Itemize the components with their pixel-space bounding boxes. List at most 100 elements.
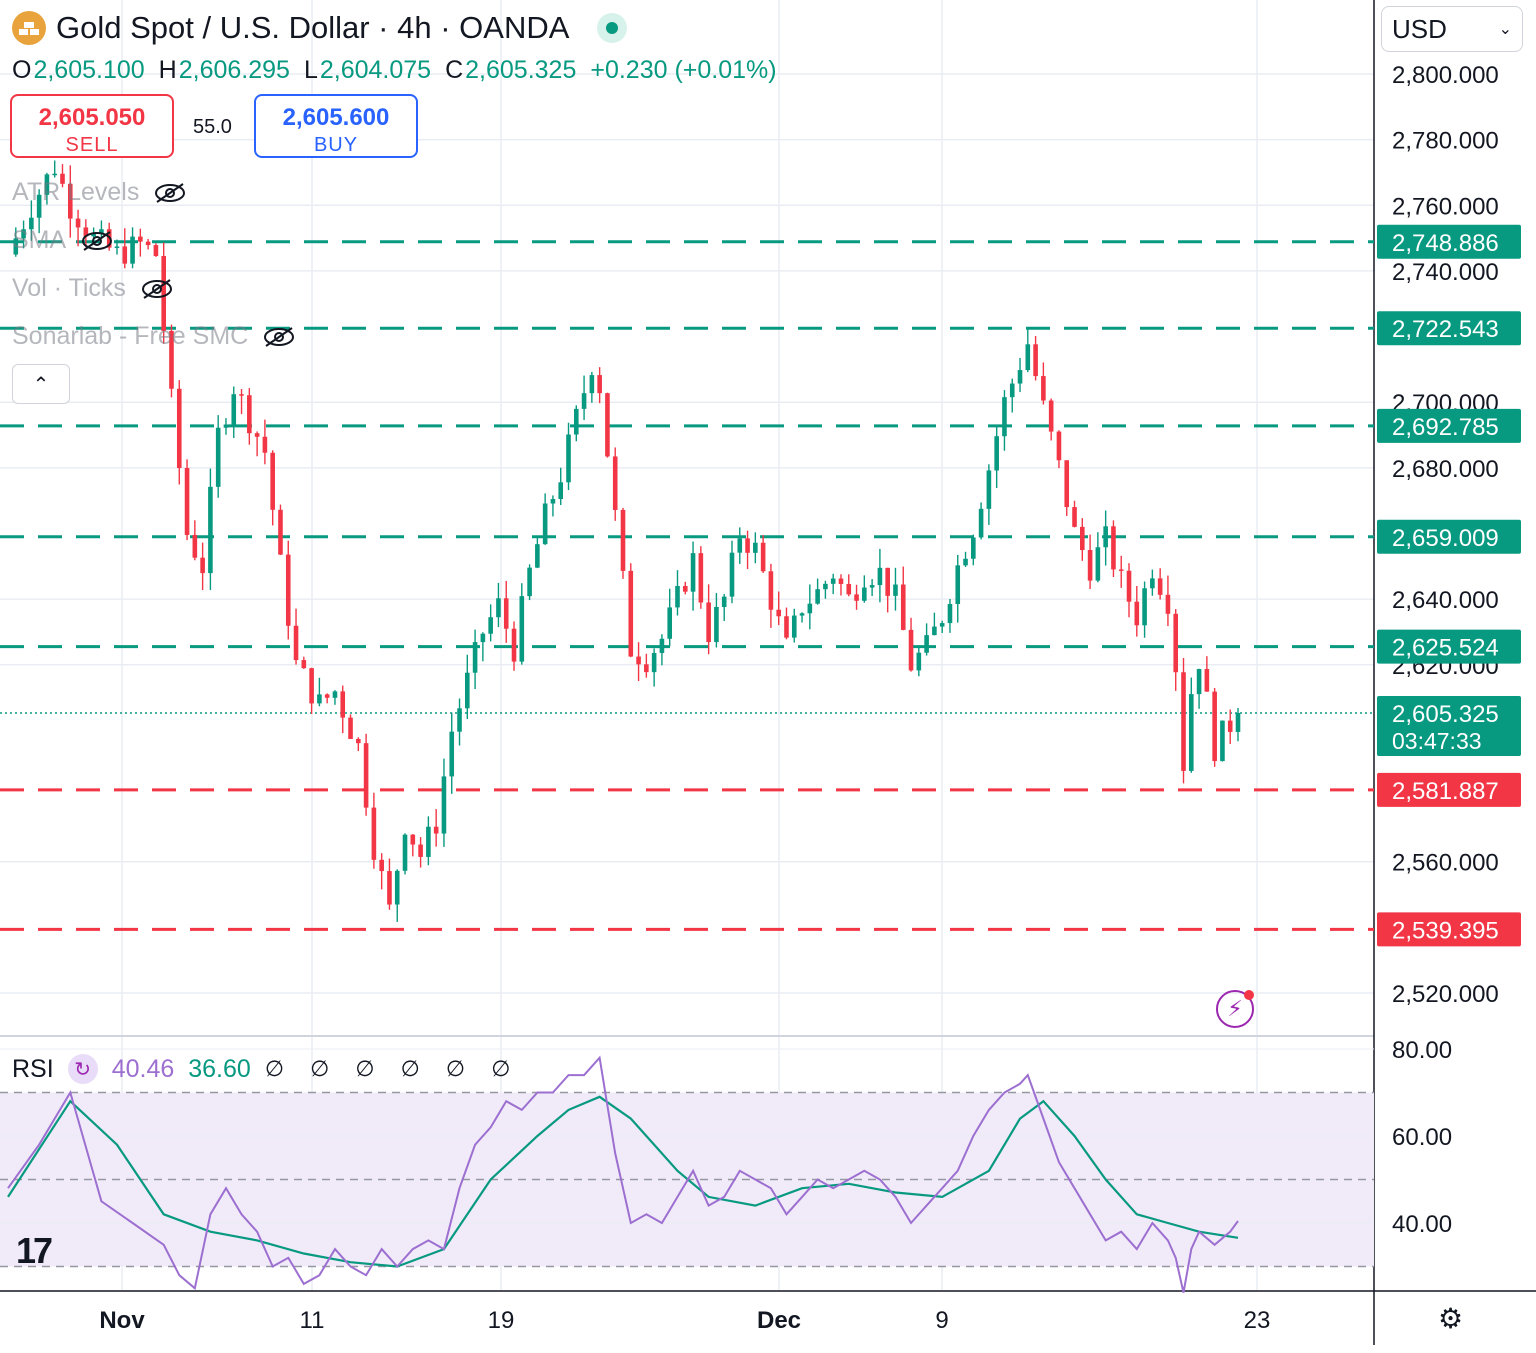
candle-body bbox=[1126, 570, 1132, 602]
candle-body bbox=[239, 394, 244, 396]
candle-body bbox=[356, 738, 361, 744]
bar-countdown-label: 03:47:33 bbox=[1392, 728, 1482, 754]
candle-body bbox=[130, 236, 135, 264]
spread-value: 55.0 bbox=[193, 116, 232, 138]
indicator-label: SMA bbox=[12, 226, 67, 254]
candle-body bbox=[262, 436, 268, 453]
candle-body bbox=[402, 834, 408, 871]
candle-body bbox=[1118, 569, 1124, 571]
tradingview-logo[interactable]: 17 bbox=[16, 1230, 53, 1271]
candle-body bbox=[503, 598, 509, 629]
candle-body bbox=[589, 375, 595, 394]
candle-body bbox=[457, 708, 462, 732]
candle-body bbox=[644, 664, 649, 673]
time-axis[interactable]: Nov 11 19 Dec 9 23 bbox=[99, 1307, 1270, 1334]
price-axis[interactable]: 2,800.0002,780.0002,760.0002,740.0002,70… bbox=[1375, 0, 1536, 1290]
candle-body bbox=[1056, 431, 1062, 461]
eye-off-icon[interactable] bbox=[140, 278, 174, 300]
candle-body bbox=[698, 553, 704, 603]
candle-body bbox=[581, 393, 587, 409]
rsi-legend[interactable]: RSI ↻ 40.46 36.60 ∅ ∅ ∅ ∅ ∅ ∅ bbox=[12, 1054, 520, 1084]
flash-icon[interactable]: ⚡ bbox=[1216, 990, 1254, 1028]
eye-off-icon[interactable] bbox=[262, 326, 296, 348]
candle-body bbox=[667, 607, 673, 639]
sell-label: SELL bbox=[65, 134, 119, 156]
ohlc-readout: O 2,605.100 H 2,606.295 L 2,604.075 C 2,605.… bbox=[12, 56, 791, 85]
candle-body bbox=[176, 388, 182, 468]
time-tick-label: 11 bbox=[300, 1307, 325, 1334]
candle-body bbox=[1033, 344, 1038, 377]
eye-off-icon[interactable] bbox=[153, 182, 187, 204]
candle-body bbox=[869, 585, 875, 588]
candle-body bbox=[138, 236, 143, 242]
price-tick-label: 2,560.000 bbox=[1392, 850, 1499, 877]
symbol-header[interactable]: Gold Spot / U.S. Dollar · 4h · OANDA bbox=[12, 10, 628, 46]
level-price-label: 2,692.785 bbox=[1392, 414, 1499, 441]
candle-body bbox=[612, 456, 618, 510]
rsi-ma-value: 36.60 bbox=[188, 1054, 251, 1083]
candle-body bbox=[675, 585, 680, 608]
indicator-atr-levels[interactable]: ATR Levels bbox=[12, 178, 187, 207]
level-price-label: 2,722.543 bbox=[1392, 316, 1499, 343]
candle-body bbox=[75, 218, 81, 228]
eye-off-icon[interactable] bbox=[80, 230, 114, 252]
candle-body bbox=[620, 509, 626, 571]
candle-body bbox=[978, 508, 984, 538]
candle-body bbox=[231, 394, 237, 425]
candle-body bbox=[659, 638, 665, 653]
candle-body bbox=[44, 174, 50, 195]
candle-body bbox=[254, 433, 260, 437]
candle-body bbox=[651, 652, 657, 673]
candle-body bbox=[986, 470, 992, 509]
candle-body bbox=[1220, 720, 1225, 762]
chevron-up-icon: ⌃ bbox=[32, 373, 50, 396]
level-price-tag bbox=[1377, 519, 1521, 554]
level-price-label: 2,539.395 bbox=[1392, 917, 1499, 944]
price-tick-label: 2,760.000 bbox=[1392, 193, 1499, 220]
buy-button[interactable]: 2,605.600 BUY bbox=[254, 94, 418, 158]
sell-button[interactable]: 2,605.050 SELL bbox=[10, 94, 174, 158]
indicator-sma[interactable]: SMA bbox=[12, 226, 114, 255]
rsi-label: RSI bbox=[12, 1054, 54, 1083]
market-open-dot-icon bbox=[597, 13, 628, 43]
candle-body bbox=[955, 565, 961, 605]
refresh-icon[interactable]: ↻ bbox=[67, 1054, 98, 1084]
indicator-vol-ticks[interactable]: Vol · Ticks bbox=[12, 274, 174, 303]
level-price-tag bbox=[1377, 912, 1521, 947]
candle-body bbox=[387, 871, 392, 905]
candle-body bbox=[745, 538, 750, 553]
candle-body bbox=[52, 173, 58, 176]
candle-body bbox=[247, 395, 252, 434]
candle-body bbox=[815, 589, 820, 604]
candle-body bbox=[535, 544, 540, 568]
rsi-empty-values: ∅ ∅ ∅ ∅ ∅ ∅ bbox=[264, 1056, 521, 1081]
candle-body bbox=[776, 609, 781, 617]
time-tick-label: Dec bbox=[757, 1307, 801, 1334]
candle-body bbox=[83, 227, 89, 237]
currency-select[interactable]: USD ⌄ bbox=[1381, 6, 1523, 52]
level-price-tag bbox=[1377, 772, 1521, 807]
price-tick-label: 2,520.000 bbox=[1392, 981, 1499, 1008]
indicator-sonarlab-smc[interactable]: Sonarlab - Free SMC bbox=[12, 322, 296, 351]
candle-body bbox=[900, 584, 906, 630]
candle-body bbox=[519, 596, 525, 662]
indicator-label: Vol · Ticks bbox=[12, 274, 126, 302]
candle-body bbox=[558, 482, 564, 500]
collapse-indicators-button[interactable]: ⌃ bbox=[12, 364, 70, 404]
candle-body bbox=[441, 776, 447, 834]
candle-body bbox=[480, 633, 486, 643]
candle-body bbox=[784, 616, 789, 638]
candle-body bbox=[153, 245, 159, 256]
candle-body bbox=[67, 183, 73, 219]
candle-body bbox=[449, 731, 455, 777]
gear-icon[interactable]: ⚙ bbox=[1438, 1303, 1464, 1334]
candle-body bbox=[348, 717, 353, 739]
candle-body bbox=[939, 623, 945, 627]
candle-body bbox=[947, 604, 953, 624]
ohlc-o-label: O bbox=[12, 56, 32, 84]
candle-body bbox=[208, 486, 213, 574]
price-tick-label: 2,740.000 bbox=[1392, 259, 1499, 286]
candle-body bbox=[690, 553, 696, 592]
